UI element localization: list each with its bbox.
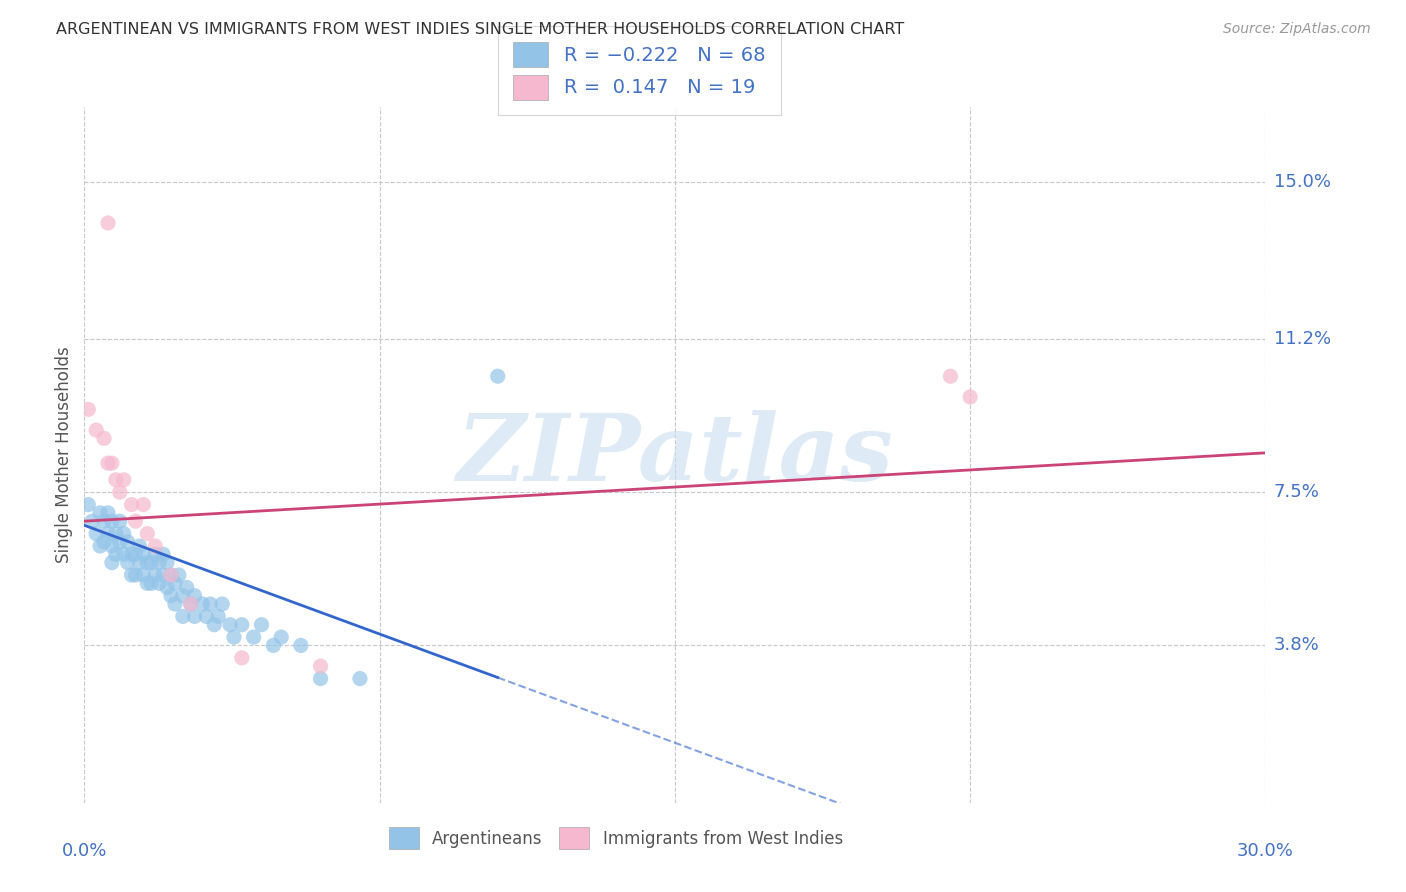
Point <box>172 609 194 624</box>
Point <box>128 556 150 570</box>
Point <box>486 369 509 384</box>
Point <box>191 597 214 611</box>
Point <box>101 514 124 528</box>
Point <box>160 568 183 582</box>
Point <box>104 547 127 561</box>
Point <box>959 390 981 404</box>
Point <box>167 568 190 582</box>
Point <box>183 609 205 624</box>
Point <box>195 609 218 624</box>
Point <box>207 609 229 624</box>
Text: 3.8%: 3.8% <box>1274 636 1319 655</box>
Point <box>121 568 143 582</box>
Point <box>93 431 115 445</box>
Point <box>156 556 179 570</box>
Point <box>143 539 166 553</box>
Point <box>84 423 107 437</box>
Point <box>309 672 332 686</box>
Point <box>309 659 332 673</box>
Point <box>89 539 111 553</box>
Text: 11.2%: 11.2% <box>1274 330 1331 348</box>
Point <box>250 617 273 632</box>
Point <box>121 547 143 561</box>
Point <box>202 617 225 632</box>
Point <box>77 402 100 417</box>
Point <box>219 617 242 632</box>
Text: 30.0%: 30.0% <box>1237 842 1294 860</box>
Text: ZIPatlas: ZIPatlas <box>457 410 893 500</box>
Point <box>290 639 312 653</box>
Point <box>97 526 120 541</box>
Point <box>163 576 186 591</box>
Point <box>141 576 163 591</box>
Point <box>97 456 120 470</box>
Point <box>242 630 264 644</box>
Point <box>152 568 174 582</box>
Point <box>136 576 159 591</box>
Point <box>104 473 127 487</box>
Point <box>160 568 183 582</box>
Text: 7.5%: 7.5% <box>1274 483 1320 501</box>
Point <box>180 597 202 611</box>
Point <box>112 526 135 541</box>
Point <box>136 556 159 570</box>
Point <box>939 369 962 384</box>
Point <box>270 630 292 644</box>
Point <box>136 526 159 541</box>
Point <box>128 539 150 553</box>
Point <box>89 506 111 520</box>
Point <box>112 473 135 487</box>
Point <box>117 556 139 570</box>
Point <box>211 597 233 611</box>
Point <box>141 556 163 570</box>
Point <box>180 597 202 611</box>
Point <box>124 514 146 528</box>
Point <box>112 547 135 561</box>
Point <box>124 547 146 561</box>
Point <box>231 651 253 665</box>
Point <box>82 514 104 528</box>
Point <box>93 534 115 549</box>
Point <box>101 539 124 553</box>
Point <box>148 576 170 591</box>
Point <box>163 597 186 611</box>
Point <box>222 630 245 644</box>
Legend: Argentineans, Immigrants from West Indies: Argentineans, Immigrants from West Indie… <box>381 819 851 857</box>
Point <box>93 514 115 528</box>
Text: 15.0%: 15.0% <box>1274 172 1330 191</box>
Point <box>108 514 131 528</box>
Point <box>143 547 166 561</box>
Point <box>183 589 205 603</box>
Point <box>349 672 371 686</box>
Text: 0.0%: 0.0% <box>62 842 107 860</box>
Point <box>108 485 131 500</box>
Point <box>200 597 222 611</box>
Point <box>132 547 155 561</box>
Point <box>231 617 253 632</box>
Point <box>101 456 124 470</box>
Y-axis label: Single Mother Households: Single Mother Households <box>55 347 73 563</box>
Point <box>160 589 183 603</box>
Point <box>132 568 155 582</box>
Point <box>101 556 124 570</box>
Text: Source: ZipAtlas.com: Source: ZipAtlas.com <box>1223 22 1371 37</box>
Point <box>176 581 198 595</box>
Point <box>148 556 170 570</box>
Point <box>152 547 174 561</box>
Point <box>132 498 155 512</box>
Point <box>143 568 166 582</box>
Text: ARGENTINEAN VS IMMIGRANTS FROM WEST INDIES SINGLE MOTHER HOUSEHOLDS CORRELATION : ARGENTINEAN VS IMMIGRANTS FROM WEST INDI… <box>56 22 904 37</box>
Point <box>77 498 100 512</box>
Point <box>156 581 179 595</box>
Point <box>117 534 139 549</box>
Point <box>121 498 143 512</box>
Point <box>108 534 131 549</box>
Point <box>97 506 120 520</box>
Point <box>97 216 120 230</box>
Point <box>262 639 284 653</box>
Point <box>124 568 146 582</box>
Point <box>84 526 107 541</box>
Point <box>172 589 194 603</box>
Point <box>104 526 127 541</box>
